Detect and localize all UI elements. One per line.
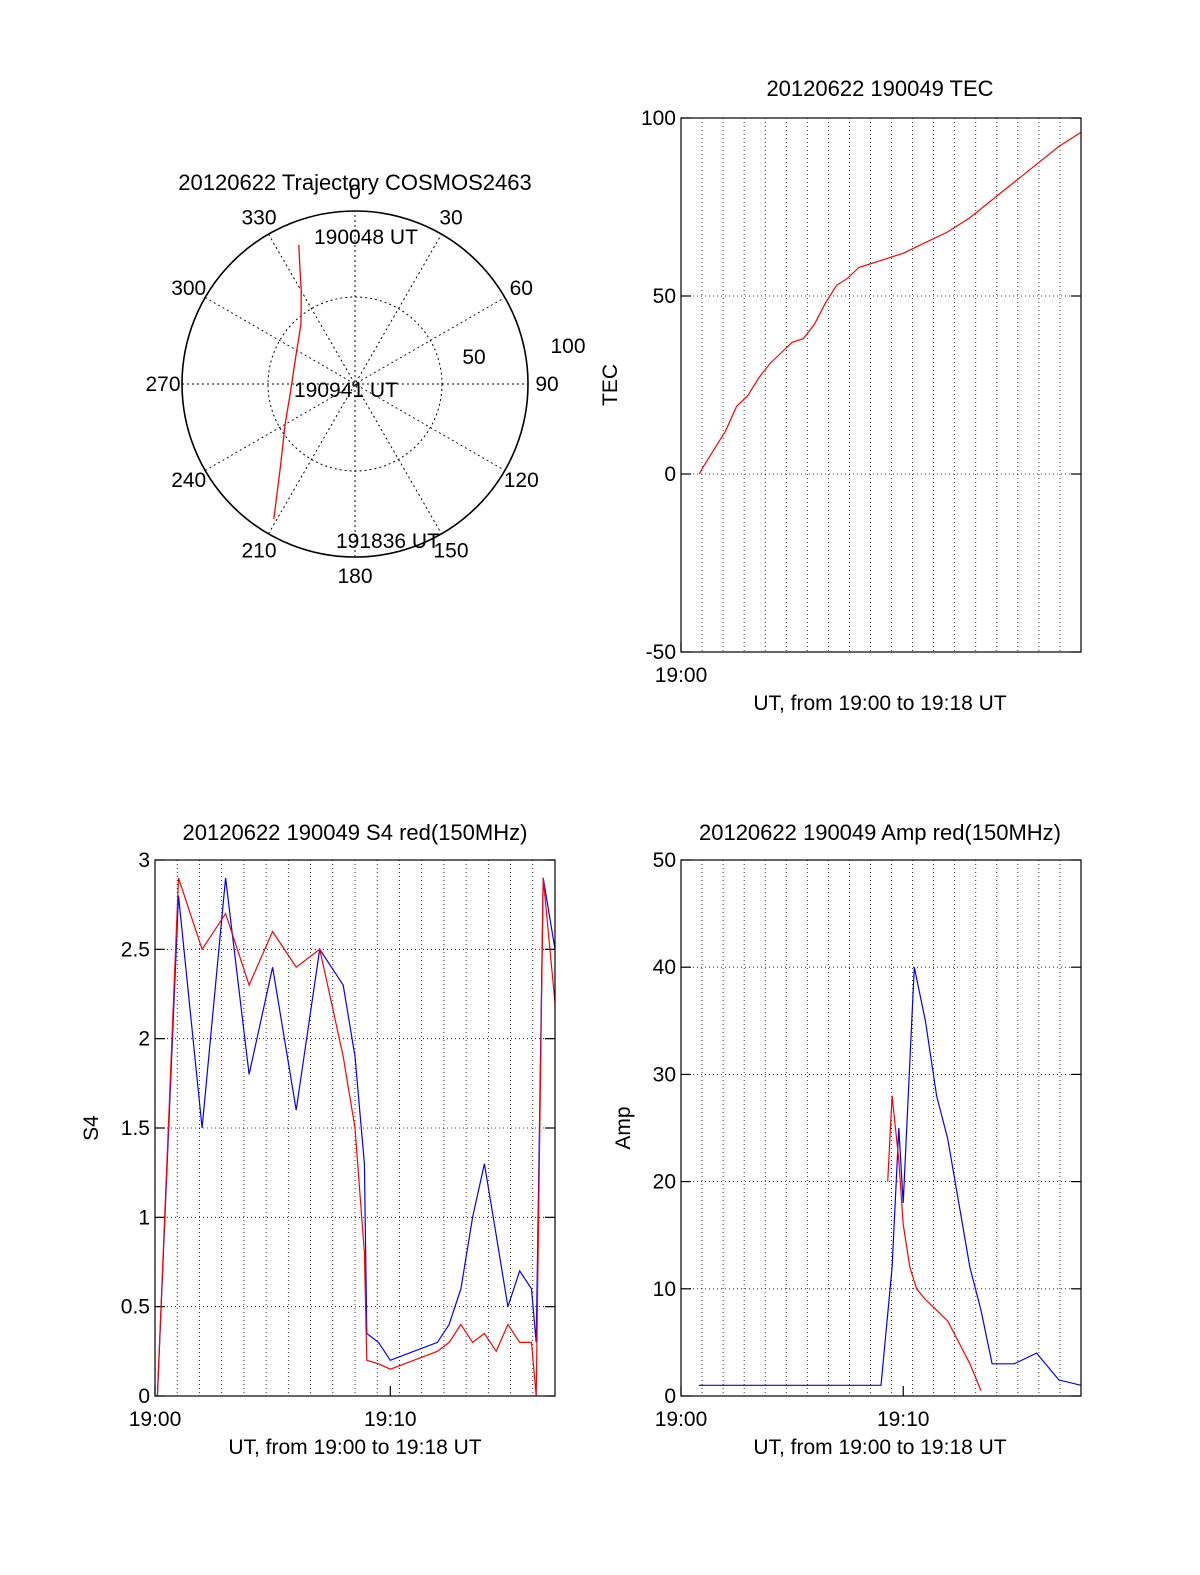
trajectory-end-time: 191836 UT	[336, 530, 440, 553]
azimuth-label: 300	[171, 277, 206, 300]
s4-blue-series-line	[156, 877, 556, 1397]
tec-series-line	[698, 131, 1082, 475]
elevation-label-100: 100	[550, 335, 585, 358]
azimuth-label: 0	[349, 181, 361, 204]
azimuth-label: 90	[535, 373, 558, 396]
trajectory-start-time: 190048 UT	[314, 226, 418, 249]
x-tick-label: 19:00	[655, 1408, 708, 1431]
y-tick-label: 20	[653, 1171, 676, 1194]
y-tick-label: 2	[138, 1028, 150, 1051]
y-tick-label: 3	[138, 849, 150, 872]
s4-x-ticks: 19:00 19:10	[129, 1386, 417, 1431]
amp-x-ticks: 19:00 19:10	[655, 1386, 930, 1431]
y-tick-label: 50	[653, 849, 676, 872]
y-tick-label: -50	[646, 641, 676, 664]
amp-grid	[681, 860, 1081, 1396]
azimuth-label: 330	[241, 207, 276, 230]
y-tick-label: 30	[653, 1063, 676, 1086]
azimuth-label: 210	[241, 539, 276, 562]
s4-y-ticks: 0 0.5 1 1.5 2 2.5 3	[121, 849, 555, 1408]
y-tick-label: 1.5	[121, 1117, 150, 1140]
y-tick-label: 0	[138, 1385, 150, 1408]
amp-y-ticks: 0 10 20 30 40 50	[653, 849, 1081, 1408]
y-tick-label: 10	[653, 1278, 676, 1301]
s4-x-axis-label: UT, from 19:00 to 19:18 UT	[228, 1436, 481, 1459]
amp-title: 20120622 190049 Amp red(150MHz)	[699, 820, 1061, 845]
azimuth-label: 270	[145, 373, 180, 396]
azimuth-label: 240	[171, 469, 206, 492]
azimuth-label: 30	[439, 207, 462, 230]
trajectory-title: 20120622 Trajectory COSMOS2463	[178, 170, 531, 195]
azimuth-label: 120	[504, 469, 539, 492]
trajectory-line	[273, 244, 302, 520]
trajectory-mid-time: 190941 UT	[294, 379, 398, 402]
elevation-label-50: 50	[462, 346, 485, 369]
x-tick-label: 19:10	[877, 1408, 930, 1431]
amp-x-axis-label: UT, from 19:00 to 19:18 UT	[753, 1436, 1006, 1459]
amp-blue-series-line	[698, 967, 1082, 1386]
x-tick-label: 19:10	[364, 1408, 417, 1431]
amp-red-series-line	[887, 1095, 982, 1391]
azimuth-label: 180	[337, 565, 372, 588]
y-tick-label: 2.5	[121, 938, 150, 961]
tec-x-axis-label: UT, from 19:00 to 19:18 UT	[753, 692, 1006, 715]
s4-plot-frame	[154, 859, 556, 1397]
s4-grid	[155, 860, 555, 1396]
s4-panel: 20120622 190049 S4 red(150MHz) 0 0.5 1 1.5 2…	[80, 820, 556, 1459]
y-tick-label: 0	[664, 463, 676, 486]
azimuth-label: 150	[433, 539, 468, 562]
y-tick-label: 100	[641, 107, 676, 130]
x-tick-label: 19:00	[129, 1408, 182, 1431]
amp-y-axis-label: Amp	[612, 1106, 635, 1149]
s4-title: 20120622 190049 S4 red(150MHz)	[183, 820, 528, 845]
azimuth-label: 60	[510, 277, 533, 300]
tec-plot-frame	[680, 117, 1082, 653]
tec-title: 20120622 190049 TEC	[766, 76, 993, 101]
s4-y-axis-label: S4	[80, 1115, 103, 1141]
y-tick-label: 50	[653, 285, 676, 308]
tec-grid	[681, 118, 1081, 652]
amp-plot-frame	[680, 859, 1082, 1397]
y-tick-label: 0.5	[121, 1296, 150, 1319]
polar-azimuth-labels: 0 30 60 90 120 150 180 210 240 270 300 330	[145, 181, 558, 588]
trajectory-panel: 20120622 Trajectory COSMOS2463 0 30 60 90 12…	[145, 170, 585, 588]
tec-y-ticks: -50 0 50 100	[641, 107, 1081, 664]
y-tick-label: 1	[138, 1206, 150, 1229]
y-tick-label: 0	[664, 1385, 676, 1408]
tec-y-axis-label: TEC	[599, 364, 622, 406]
s4-red-series-line	[156, 877, 556, 1397]
y-tick-label: 40	[653, 956, 676, 979]
amp-panel: 20120622 190049 Amp red(150MHz) 0 10 20 30 4…	[612, 820, 1082, 1459]
x-tick-label: 19:00	[655, 664, 708, 687]
